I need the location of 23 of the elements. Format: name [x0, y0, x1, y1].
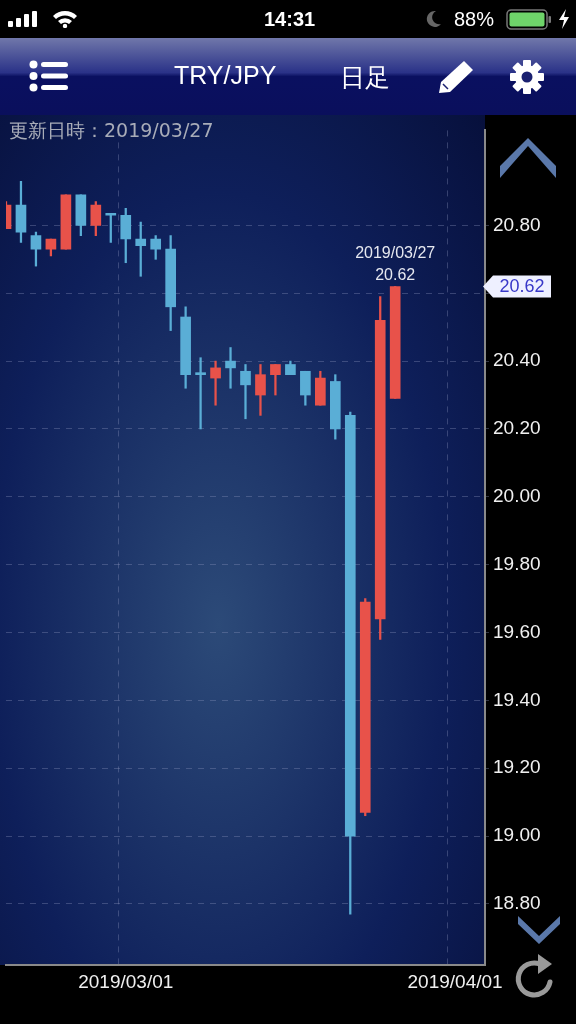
candlestick	[210, 360, 221, 406]
y-tick-label: 19.00	[493, 824, 541, 846]
y-tick-label: 19.40	[493, 688, 541, 710]
candlestick	[195, 357, 206, 430]
candlestick	[240, 364, 251, 420]
y-tick-label: 20.00	[493, 485, 541, 507]
chart-subtitle: 日足	[340, 62, 390, 94]
chart-title: TRY/JPY	[174, 61, 277, 90]
y-tick-label: 19.60	[493, 620, 541, 642]
annotation: 更新日時：2019/03/27	[9, 118, 214, 143]
y-tick-label: 20.40	[493, 349, 541, 371]
x-tick-label: 2019/04/01	[407, 970, 503, 992]
text: 88%	[454, 8, 495, 31]
text: 20.62	[499, 276, 545, 297]
y-tick-label: 19.20	[493, 756, 541, 778]
y-tick-label: 20.80	[493, 213, 541, 235]
y-tick-label: 20.20	[493, 417, 541, 439]
annotation: 2019/03/27 20.62	[355, 244, 436, 284]
candlestick	[225, 347, 236, 389]
y-tick-label: 18.80	[493, 892, 541, 914]
text: 14:31	[264, 8, 316, 31]
y-tick-label: 19.80	[493, 552, 541, 574]
x-tick-label: 2019/03/01	[78, 970, 174, 992]
